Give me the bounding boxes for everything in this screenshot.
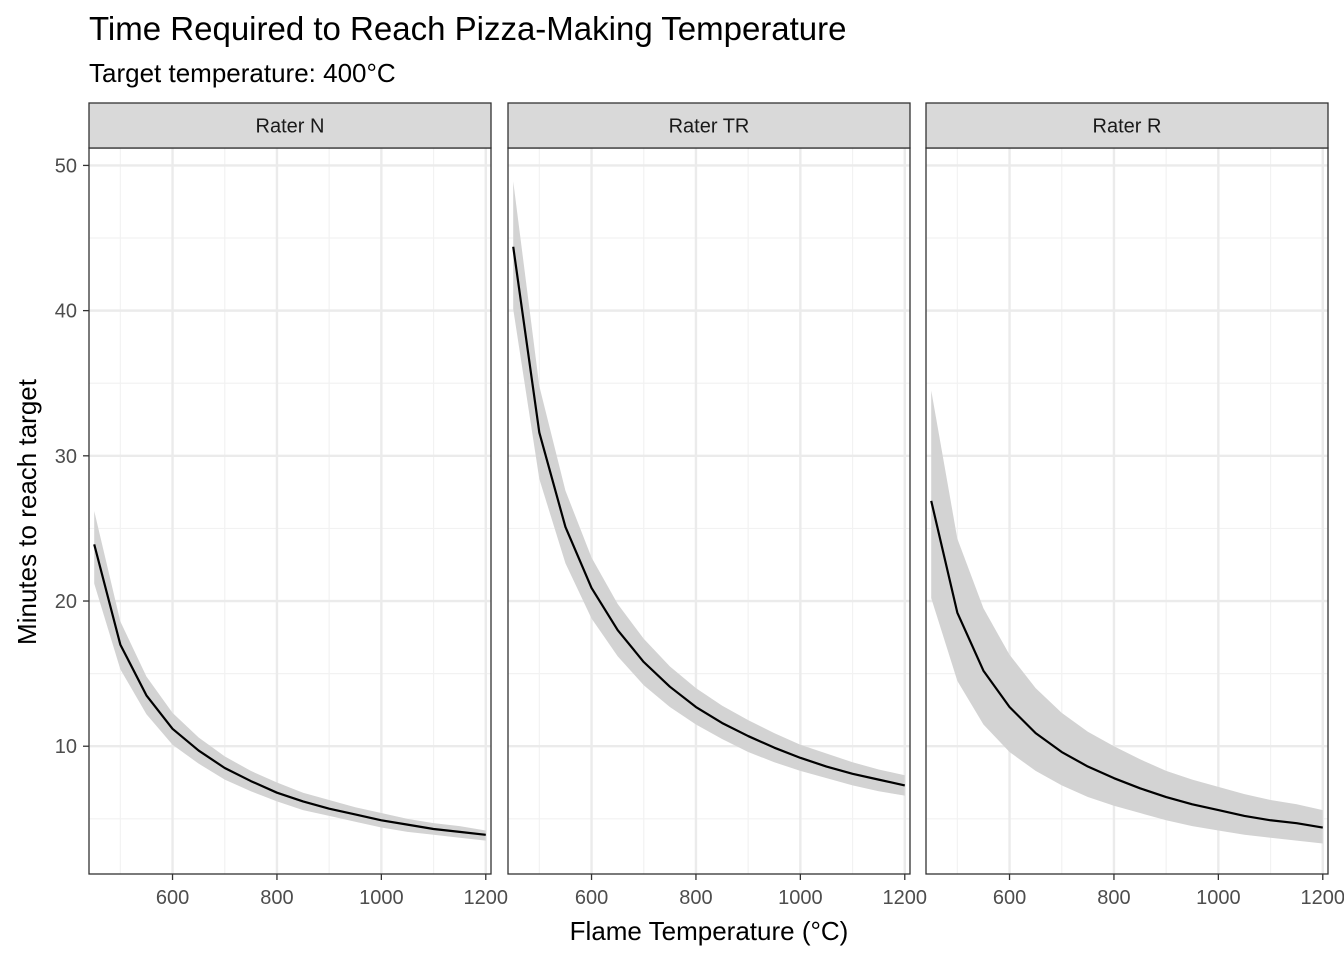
chart-subtitle: Target temperature: 400°C: [89, 58, 396, 88]
confidence-ribbon: [94, 511, 486, 841]
chart-title: Time Required to Reach Pizza-Making Temp…: [89, 10, 847, 47]
facet-panel: Rater TR 600 800 1000 1200: [507, 102, 928, 909]
panel-background: [89, 148, 491, 874]
facet-label: Rater R: [1093, 116, 1162, 138]
confidence-ribbon: [513, 181, 905, 796]
x-axis-title: Flame Temperature (°C): [570, 916, 849, 946]
x-tick-label: 1000: [359, 887, 404, 909]
x-tick-label: 1000: [778, 887, 823, 909]
facet-panels: Rater N 600 800 1000 1200 Rater TR 600 800 1000 1…: [88, 102, 1344, 909]
facet-panel: Rater R 600 800 1000 1200: [925, 102, 1344, 909]
y-tick-label: 30: [55, 446, 77, 468]
y-tick-label: 50: [55, 155, 77, 177]
x-tick-label: 1200: [883, 887, 928, 909]
x-tick-label: 600: [156, 887, 189, 909]
facet-strip: [925, 102, 1329, 149]
y-tick-label: 10: [55, 736, 77, 758]
facet-strip: [507, 102, 911, 149]
x-tick-label: 600: [575, 887, 608, 909]
facet-label: Rater N: [256, 116, 325, 138]
x-tick-label: 1200: [1301, 887, 1344, 909]
series-line: [930, 500, 1323, 829]
series-line: [512, 246, 906, 787]
x-tick-label: 1000: [1196, 887, 1241, 909]
panel-background: [508, 148, 910, 874]
facet-label: Rater TR: [669, 116, 750, 138]
series-line: [93, 544, 486, 836]
x-tick-label: 800: [1097, 887, 1130, 909]
y-axis-title: Minutes to reach target: [12, 378, 42, 645]
confidence-ribbon: [931, 390, 1323, 844]
y-axis: 10 20 30 40 50: [55, 155, 89, 758]
y-tick-label: 40: [55, 301, 77, 323]
x-tick-label: 800: [679, 887, 712, 909]
x-tick-label: 600: [993, 887, 1026, 909]
x-tick-label: 1200: [464, 887, 509, 909]
facet-strip: [88, 102, 492, 149]
y-tick-label: 20: [55, 591, 77, 613]
x-tick-label: 800: [260, 887, 293, 909]
facet-panel: Rater N 600 800 1000 1200: [88, 102, 509, 909]
